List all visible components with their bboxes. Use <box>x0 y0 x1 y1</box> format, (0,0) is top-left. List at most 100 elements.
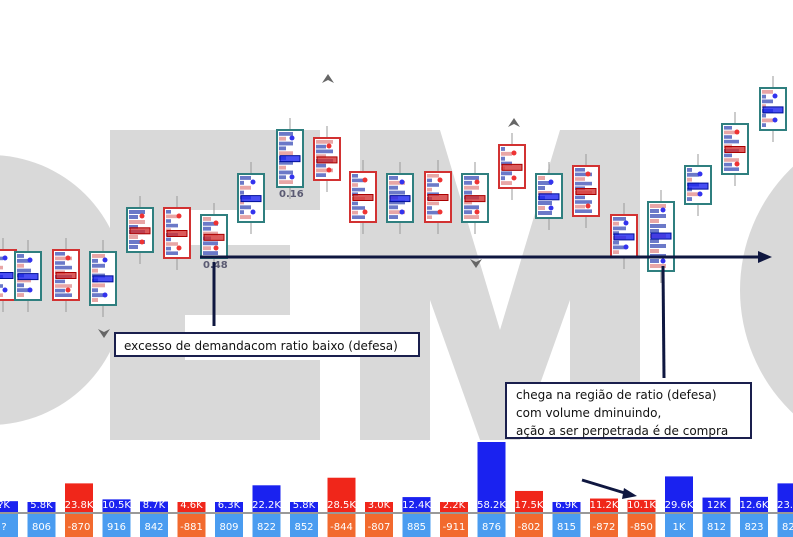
profile-bar <box>0 284 3 288</box>
profile-bar <box>389 210 405 215</box>
profile-bar <box>724 162 732 167</box>
profile-bar <box>427 206 432 210</box>
delta-cell <box>627 514 656 537</box>
profile-bar <box>55 284 72 288</box>
imbalance-dot <box>660 258 666 264</box>
delta-label: 815 <box>557 522 576 533</box>
profile-bar <box>538 186 545 190</box>
profile-bar <box>352 178 365 183</box>
profile-bar <box>501 156 505 161</box>
imbalance-dot <box>697 171 703 177</box>
profile-bar <box>575 195 585 200</box>
profile-bar <box>92 288 98 293</box>
profile-bar <box>501 171 512 176</box>
profile-bar <box>389 215 398 219</box>
delta-cell <box>740 514 768 537</box>
profile-bar <box>538 206 545 210</box>
profile-bar <box>279 136 286 141</box>
profile-bar <box>55 293 72 297</box>
profile-bar <box>166 251 178 255</box>
candle-13 <box>461 162 489 234</box>
volume-bar-2: 23.8K -870 <box>65 483 94 537</box>
profile-bar <box>240 200 244 205</box>
delta-cell <box>327 514 356 537</box>
profile-bar <box>464 215 479 219</box>
profile-bar <box>687 177 692 182</box>
poc-marker <box>166 230 188 237</box>
volume-bar <box>252 485 281 512</box>
profile-bar <box>575 177 585 181</box>
profile-bar <box>17 268 31 273</box>
profile-bar <box>203 226 211 231</box>
profile-bar <box>613 217 626 221</box>
delta-label: -881 <box>180 522 203 533</box>
imbalance-dot <box>772 117 778 123</box>
imbalance-dot <box>139 239 145 245</box>
delta-label: -802 <box>518 522 541 533</box>
imbalance-dot <box>585 171 591 177</box>
profile-bar <box>316 154 326 158</box>
profile-bar <box>575 204 585 209</box>
profile-bar <box>17 288 31 293</box>
imbalance-dot <box>362 209 368 215</box>
poc-marker <box>575 188 597 195</box>
poc-marker <box>464 195 486 203</box>
profile-bar <box>538 181 552 185</box>
imbalance-dot <box>213 220 219 226</box>
delta-cell <box>402 514 431 537</box>
profile-bar <box>650 204 666 208</box>
note2-line3: ação a ser perpetrada é de compra <box>516 424 729 438</box>
profile-bar <box>762 99 773 104</box>
profile-bar <box>613 231 619 235</box>
volume-bar <box>590 498 618 512</box>
profile-bar <box>352 206 365 210</box>
delta-cell <box>65 514 93 537</box>
imbalance-dot <box>326 143 332 149</box>
volume-bar-21: 23.8K 820 <box>777 483 793 537</box>
volume-label: 11.2K <box>590 500 619 511</box>
profile-bar <box>613 226 626 231</box>
volume-bar <box>65 483 93 512</box>
profile-bar <box>352 187 365 192</box>
profile-bar <box>501 176 505 181</box>
volume-label: 23.8K <box>777 500 793 511</box>
imbalance-dot <box>474 179 480 185</box>
profile-bar <box>464 180 472 185</box>
volume-bar <box>290 502 318 512</box>
profile-bar <box>240 210 244 215</box>
profile-bar <box>389 200 405 205</box>
profile-bar <box>613 245 626 250</box>
candle-7 <box>237 162 265 234</box>
delta-cell <box>140 514 168 537</box>
candle-12 <box>424 160 452 234</box>
profile-bar <box>538 201 552 205</box>
profile-bar <box>464 210 472 215</box>
volume-bar-12: 2.2K -911 <box>440 500 468 537</box>
profile-bar <box>650 244 666 248</box>
candle-6: 0.48 <box>200 203 228 271</box>
candle-1 <box>14 240 42 312</box>
profile-bar <box>92 254 105 258</box>
imbalance-dot <box>623 220 629 226</box>
volume-label: 10.1K <box>627 500 656 511</box>
delta-label: 823 <box>744 522 763 533</box>
profile-bar <box>762 94 766 99</box>
delta-label: -872 <box>593 522 616 533</box>
delta-label: -844 <box>330 522 353 533</box>
profile-bar <box>352 215 365 219</box>
delta-cell <box>552 514 581 537</box>
candle-3 <box>89 240 117 317</box>
profile-bar <box>316 144 326 149</box>
volume-bar-9: 28.5K -844 <box>327 477 356 537</box>
volume-label: 17.5K <box>515 500 544 511</box>
volume-bar-7: 22.2K 822 <box>252 485 281 537</box>
delta-cell <box>252 514 281 537</box>
profile-bar <box>762 104 766 108</box>
imbalance-dot <box>548 179 554 185</box>
profile-bar <box>352 174 358 178</box>
delta-cell <box>0 514 18 537</box>
delta-cell <box>215 514 243 537</box>
imbalance-dot <box>65 255 71 261</box>
profile-bar <box>166 219 171 223</box>
volume-bar <box>552 502 581 512</box>
